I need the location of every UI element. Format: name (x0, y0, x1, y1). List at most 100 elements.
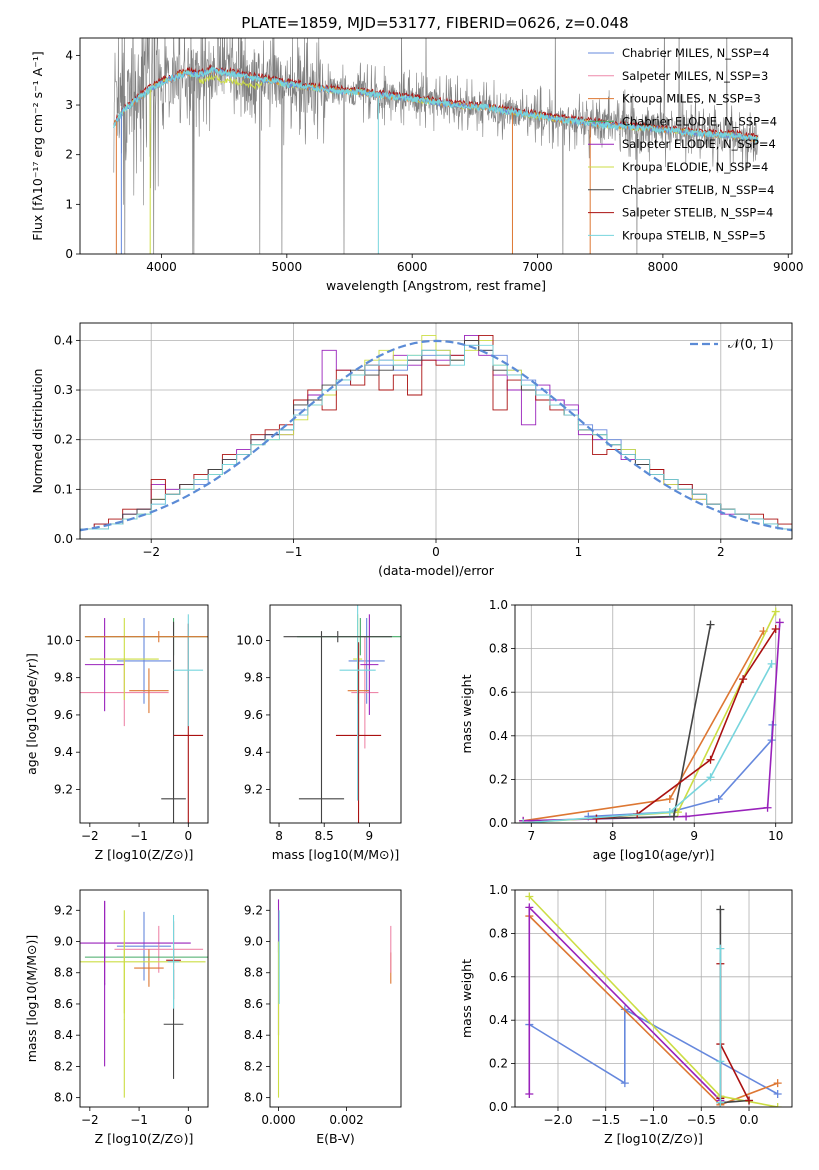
normal-curve (80, 339, 792, 532)
y-axis-label: mass weight (459, 959, 474, 1038)
weight-point (771, 624, 780, 633)
figure-title: PLATE=1859, MJD=53177, FIBERID=0626, z=0… (241, 14, 628, 32)
plot-area-residuals (80, 334, 792, 539)
y-tick-label: 9.8 (54, 671, 73, 685)
x-tick-label: 9000 (773, 260, 804, 274)
weight-line-salpeter-stelib (719, 963, 750, 1101)
x-tick-label: 0.000 (261, 1113, 295, 1127)
y-tick-label: 8.6 (244, 997, 263, 1011)
weight-point (665, 808, 674, 817)
weight-point (767, 659, 776, 668)
y-tick-label: 8.8 (54, 966, 73, 980)
y-tick-label: 9.6 (244, 708, 263, 722)
weight-point (665, 795, 674, 804)
weight-point (771, 607, 780, 616)
y-tick-label: 8.4 (244, 1028, 263, 1042)
legend-entry: Salpeter MILES, N_SSP=3 (622, 69, 768, 83)
y-tick-label: 0.8 (489, 642, 508, 656)
weight-line-kroupa-elodie (523, 611, 777, 823)
legend-entry: Chabrier STELIB, N_SSP=4 (622, 183, 774, 197)
legend-entry: Chabrier MILES, N_SSP=4 (622, 46, 769, 60)
x-tick-label: −1 (285, 545, 303, 559)
legend-entry: Kroupa MILES, N_SSP=3 (622, 92, 761, 106)
legend-entry: Chabrier ELODIE, N_SSP=4 (622, 114, 777, 128)
y-tick-label: 4 (65, 48, 73, 62)
x-axis-label: E(B-V) (316, 1131, 355, 1146)
y-tick-label: 10.0 (236, 633, 263, 647)
model-kroupa-stelib (113, 65, 759, 144)
x-tick-label: −0.5 (687, 1113, 716, 1127)
axes-frame (79, 889, 209, 1108)
y-tick-label: 9.0 (244, 935, 263, 949)
weight-point (525, 1089, 534, 1098)
x-tick-label: 0 (184, 829, 192, 843)
axes-frame (79, 604, 209, 824)
y-tick-label: 8.6 (54, 997, 73, 1011)
legend-entry: 𝒩(0, 1) (728, 336, 774, 351)
x-tick-label: 10 (768, 829, 783, 843)
weight-point (706, 755, 715, 764)
y-tick-label: 0.6 (489, 685, 508, 699)
weight-point (773, 1079, 782, 1088)
y-tick-label: 8.0 (244, 1091, 263, 1105)
y-tick-label: 8.2 (244, 1059, 263, 1073)
x-tick-label: 9 (366, 829, 374, 843)
weight-line-kroupa-stelib (523, 663, 773, 823)
y-tick-label: 2 (65, 148, 73, 162)
weight-point (714, 795, 723, 804)
y-tick-label: 9.8 (244, 671, 263, 685)
y-tick-label: 0.4 (489, 1013, 508, 1027)
y-tick-label: 0.2 (489, 1057, 508, 1071)
panel-spectrum: 4000 5000 6000 7000 8000 9000 0 1 2 3 4 wavelength … (30, 37, 804, 293)
legend-entry: Salpeter STELIB, N_SSP=4 (622, 206, 773, 220)
plot-area-z-age (80, 614, 208, 823)
axes-frame (269, 889, 402, 1108)
x-axis-label: Z [log10(Z/Z⊙)] (95, 847, 194, 862)
panels: 4000 5000 6000 7000 8000 900001234wavelength … (24, 37, 804, 1146)
y-tick-label: 0.4 (489, 729, 508, 743)
panel-age-weight: 7 8 9 10 0.0 0.2 0.4 0.6 0.8 1.0 age [log10(age/yr… (459, 598, 793, 862)
panel-z-mass: −2 −1 0 8.0 8.2 8.4 8.6 8.8 9.0 9.2 Z [log10(Z/Z⊙)… (24, 889, 209, 1146)
x-tick-label: −1.0 (639, 1113, 668, 1127)
x-tick-label: 8000 (648, 260, 679, 274)
weight-point (620, 1079, 629, 1088)
y-tick-label: 1 (65, 197, 73, 211)
x-tick-label: −1.5 (591, 1113, 620, 1127)
axes-frame (79, 322, 793, 540)
x-tick-label: −1 (130, 829, 148, 843)
x-tick-label: 2 (717, 545, 725, 559)
x-axis-label: Z [log10(Z/Z⊙)] (95, 1131, 194, 1146)
x-tick-label: 4000 (146, 260, 177, 274)
weight-point (773, 1103, 782, 1107)
y-tick-label: 8.8 (244, 966, 263, 980)
weight-line-kroupa-miles (522, 630, 765, 822)
y-tick-label: 9.2 (244, 782, 263, 796)
x-tick-label: 7 (527, 829, 535, 843)
y-axis-label: Normed distribution (30, 369, 45, 494)
y-tick-label: 8.0 (54, 1091, 73, 1105)
y-tick-label: 0.0 (54, 532, 73, 546)
y-axis-label: mass weight (459, 674, 474, 753)
y-tick-label: 9.2 (54, 903, 73, 917)
y-tick-label: 9.6 (54, 708, 73, 722)
panel-ebv-mass: 0.000 0.002 8.0 8.2 8.4 8.6 8.8 9.0 9.2 E(B-V) (244, 889, 402, 1146)
weight-point (669, 812, 678, 821)
plot-area-age-weight (519, 607, 784, 823)
y-tick-label: 0.8 (489, 926, 508, 940)
weight-point (716, 944, 725, 953)
y-tick-label: 9.4 (244, 745, 263, 759)
weight-point (745, 1096, 754, 1105)
weight-point (525, 903, 534, 912)
y-tick-label: 0.4 (54, 333, 73, 347)
weight-point (739, 675, 748, 684)
x-tick-label: 0 (184, 1113, 192, 1127)
panel-residuals: −2 −1 0 1 2 0.0 0.1 0.2 0.3 0.4 (data-model)/error… (30, 322, 793, 578)
x-tick-label: 8 (275, 829, 283, 843)
y-tick-label: 0.0 (489, 1100, 508, 1114)
y-tick-label: 3 (65, 98, 73, 112)
panel-z-age: −2 −1 0 9.2 9.4 9.6 9.8 10.0 Z [log10(Z/Z⊙)] age … (24, 604, 209, 862)
panel-mass-age: 8 8.5 9 9.2 9.4 9.6 9.8 10.0 mass [log10(M/M⊙)] (236, 604, 402, 862)
weight-point (706, 620, 715, 629)
weight-line-chabrier-stelib (596, 624, 712, 820)
